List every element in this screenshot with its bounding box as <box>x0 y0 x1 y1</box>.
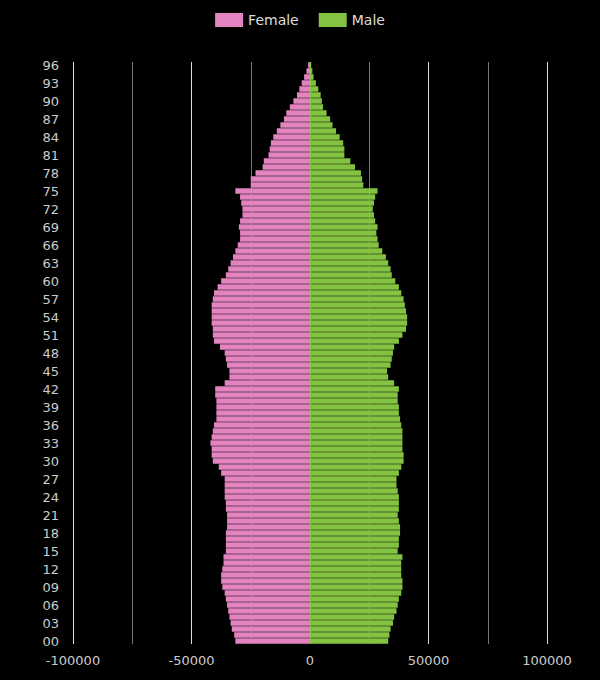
svg-text:33: 33 <box>42 436 59 451</box>
svg-text:87: 87 <box>42 112 59 127</box>
svg-text:42: 42 <box>42 382 59 397</box>
svg-text:45: 45 <box>42 364 59 379</box>
svg-text:0: 0 <box>306 653 314 668</box>
svg-text:-50000: -50000 <box>168 653 214 668</box>
svg-text:30: 30 <box>42 454 59 469</box>
svg-text:24: 24 <box>42 490 59 505</box>
svg-text:-100000: -100000 <box>46 653 100 668</box>
svg-text:66: 66 <box>42 238 59 253</box>
svg-text:75: 75 <box>42 184 59 199</box>
svg-text:12: 12 <box>42 562 59 577</box>
svg-text:69: 69 <box>42 220 59 235</box>
svg-text:78: 78 <box>42 166 59 181</box>
svg-text:15: 15 <box>42 544 59 559</box>
svg-text:84: 84 <box>42 130 59 145</box>
svg-text:27: 27 <box>42 472 59 487</box>
svg-text:09: 09 <box>42 580 59 595</box>
svg-text:54: 54 <box>42 310 59 325</box>
svg-text:03: 03 <box>42 616 59 631</box>
svg-text:Male: Male <box>352 12 385 28</box>
svg-text:63: 63 <box>42 256 59 271</box>
svg-text:48: 48 <box>42 346 59 361</box>
svg-text:06: 06 <box>42 598 59 613</box>
svg-text:00: 00 <box>42 634 59 649</box>
svg-text:50000: 50000 <box>408 653 449 668</box>
svg-text:90: 90 <box>42 94 59 109</box>
svg-text:93: 93 <box>42 76 59 91</box>
svg-text:39: 39 <box>42 400 59 415</box>
svg-text:100000: 100000 <box>522 653 572 668</box>
svg-text:18: 18 <box>42 526 59 541</box>
svg-text:81: 81 <box>42 148 59 163</box>
svg-text:57: 57 <box>42 292 59 307</box>
svg-text:21: 21 <box>42 508 59 523</box>
svg-text:96: 96 <box>42 58 59 73</box>
svg-text:36: 36 <box>42 418 59 433</box>
svg-text:72: 72 <box>42 202 59 217</box>
svg-text:51: 51 <box>42 328 59 343</box>
svg-text:Female: Female <box>248 12 299 28</box>
svg-text:60: 60 <box>42 274 59 289</box>
